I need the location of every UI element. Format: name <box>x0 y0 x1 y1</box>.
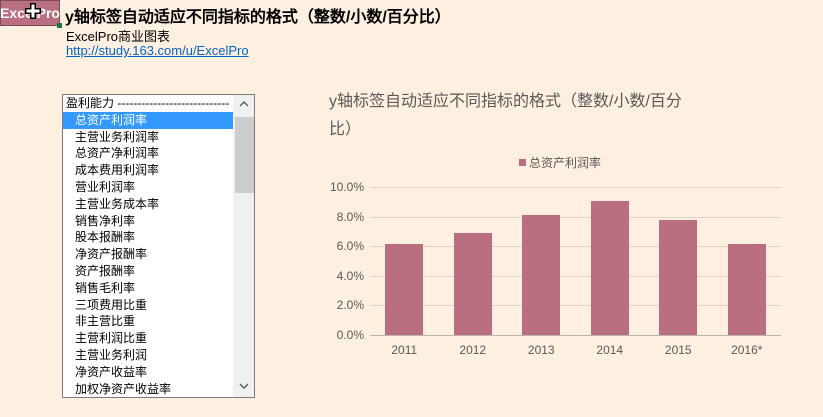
bar-2015[interactable] <box>659 219 698 335</box>
x-tick-label: 2015 <box>664 343 692 357</box>
list-item[interactable]: 主营业务利润 <box>75 347 148 362</box>
excelpro-logo-cell[interactable]: ExcelPro <box>0 0 62 28</box>
gridline <box>370 275 781 277</box>
x-tick-label: 2014 <box>596 343 624 357</box>
list-item[interactable]: 加权净资产收益率 <box>75 381 172 396</box>
listbox-scrollbar[interactable] <box>233 95 254 397</box>
plot-area: 0.0% 2.0% 4.0% 6.0% 8.0% 10.0% 2011 2012 2013 201… <box>330 180 781 357</box>
bar-2016[interactable] <box>727 243 766 335</box>
list-item[interactable]: 总资产利润率 <box>63 111 234 129</box>
x-tick-label: 2012 <box>459 343 487 357</box>
list-item[interactable]: 主营利润比重 <box>75 331 148 346</box>
gridline <box>370 246 781 248</box>
list-item[interactable]: 资产报酬率 <box>75 263 136 278</box>
cell-select-cursor-icon <box>25 3 41 19</box>
list-item[interactable]: 销售净利率 <box>75 213 136 228</box>
legend-label: 总资产利润率 <box>529 156 602 170</box>
y-tick-label: 4.0% <box>336 268 364 283</box>
bar-2011[interactable] <box>385 243 424 335</box>
chevron-down-icon <box>238 383 249 389</box>
subtitle: ExcelPro商业图表 <box>66 29 171 44</box>
indicator-listbox[interactable]: 盈利能力 ---------------------------- 总资产利润率主… <box>62 94 255 398</box>
list-item[interactable]: 总资产净利润率 <box>75 146 160 161</box>
list-item[interactable]: 成本费用利润率 <box>75 163 160 178</box>
gridline <box>370 187 781 188</box>
scroll-thumb[interactable] <box>235 117 254 193</box>
scroll-up-button[interactable] <box>233 95 254 113</box>
page-title: y轴标签自动适应不同指标的格式（整数/小数/百分比） <box>65 9 451 26</box>
y-tick-label: 2.0% <box>336 298 364 313</box>
y-tick-label: 8.0% <box>336 209 364 224</box>
scroll-down-button[interactable] <box>233 377 254 395</box>
list-item[interactable]: 销售毛利率 <box>75 280 136 295</box>
gridline <box>370 216 781 218</box>
list-item[interactable]: 三项费用比重 <box>75 297 148 312</box>
y-tick-label: 0.0% <box>336 328 364 342</box>
x-tick-label: 2011 <box>391 343 418 357</box>
listbox-items: 盈利能力 ---------------------------- 总资产利润率主… <box>63 95 234 397</box>
legend-swatch-icon <box>519 159 526 166</box>
list-item[interactable]: 净资产收益率 <box>75 364 148 379</box>
list-item[interactable]: 股本报酬率 <box>75 230 136 245</box>
y-tick-label: 10.0% <box>329 180 364 194</box>
list-item[interactable]: 非主营比重 <box>75 314 136 329</box>
x-axis-line <box>370 335 781 336</box>
y-tick-label: 6.0% <box>336 239 364 254</box>
chevron-up-icon <box>238 101 249 107</box>
bar-2014[interactable] <box>590 201 629 335</box>
course-link[interactable]: http://study.163.com/u/ExcelPro <box>66 43 249 58</box>
list-item[interactable]: 主营业务利润率 <box>75 129 160 144</box>
list-item[interactable]: 主营业务成本率 <box>75 196 160 211</box>
list-group-header[interactable]: 盈利能力 ---------------------------- <box>66 96 230 110</box>
chart-title: y轴标签自动适应不同指标的格式（整数/小数/百分比） <box>329 93 682 138</box>
chart-legend: 总资产利润率 <box>519 154 601 171</box>
bar-2013[interactable] <box>522 215 561 335</box>
x-tick-label: 2013 <box>527 343 555 357</box>
x-tick-label: 2016* <box>731 343 763 357</box>
bar-2012[interactable] <box>453 232 492 335</box>
list-item[interactable]: 营业利润率 <box>75 179 136 194</box>
gridline <box>370 305 781 307</box>
list-item[interactable]: 净资产报酬率 <box>75 247 148 262</box>
